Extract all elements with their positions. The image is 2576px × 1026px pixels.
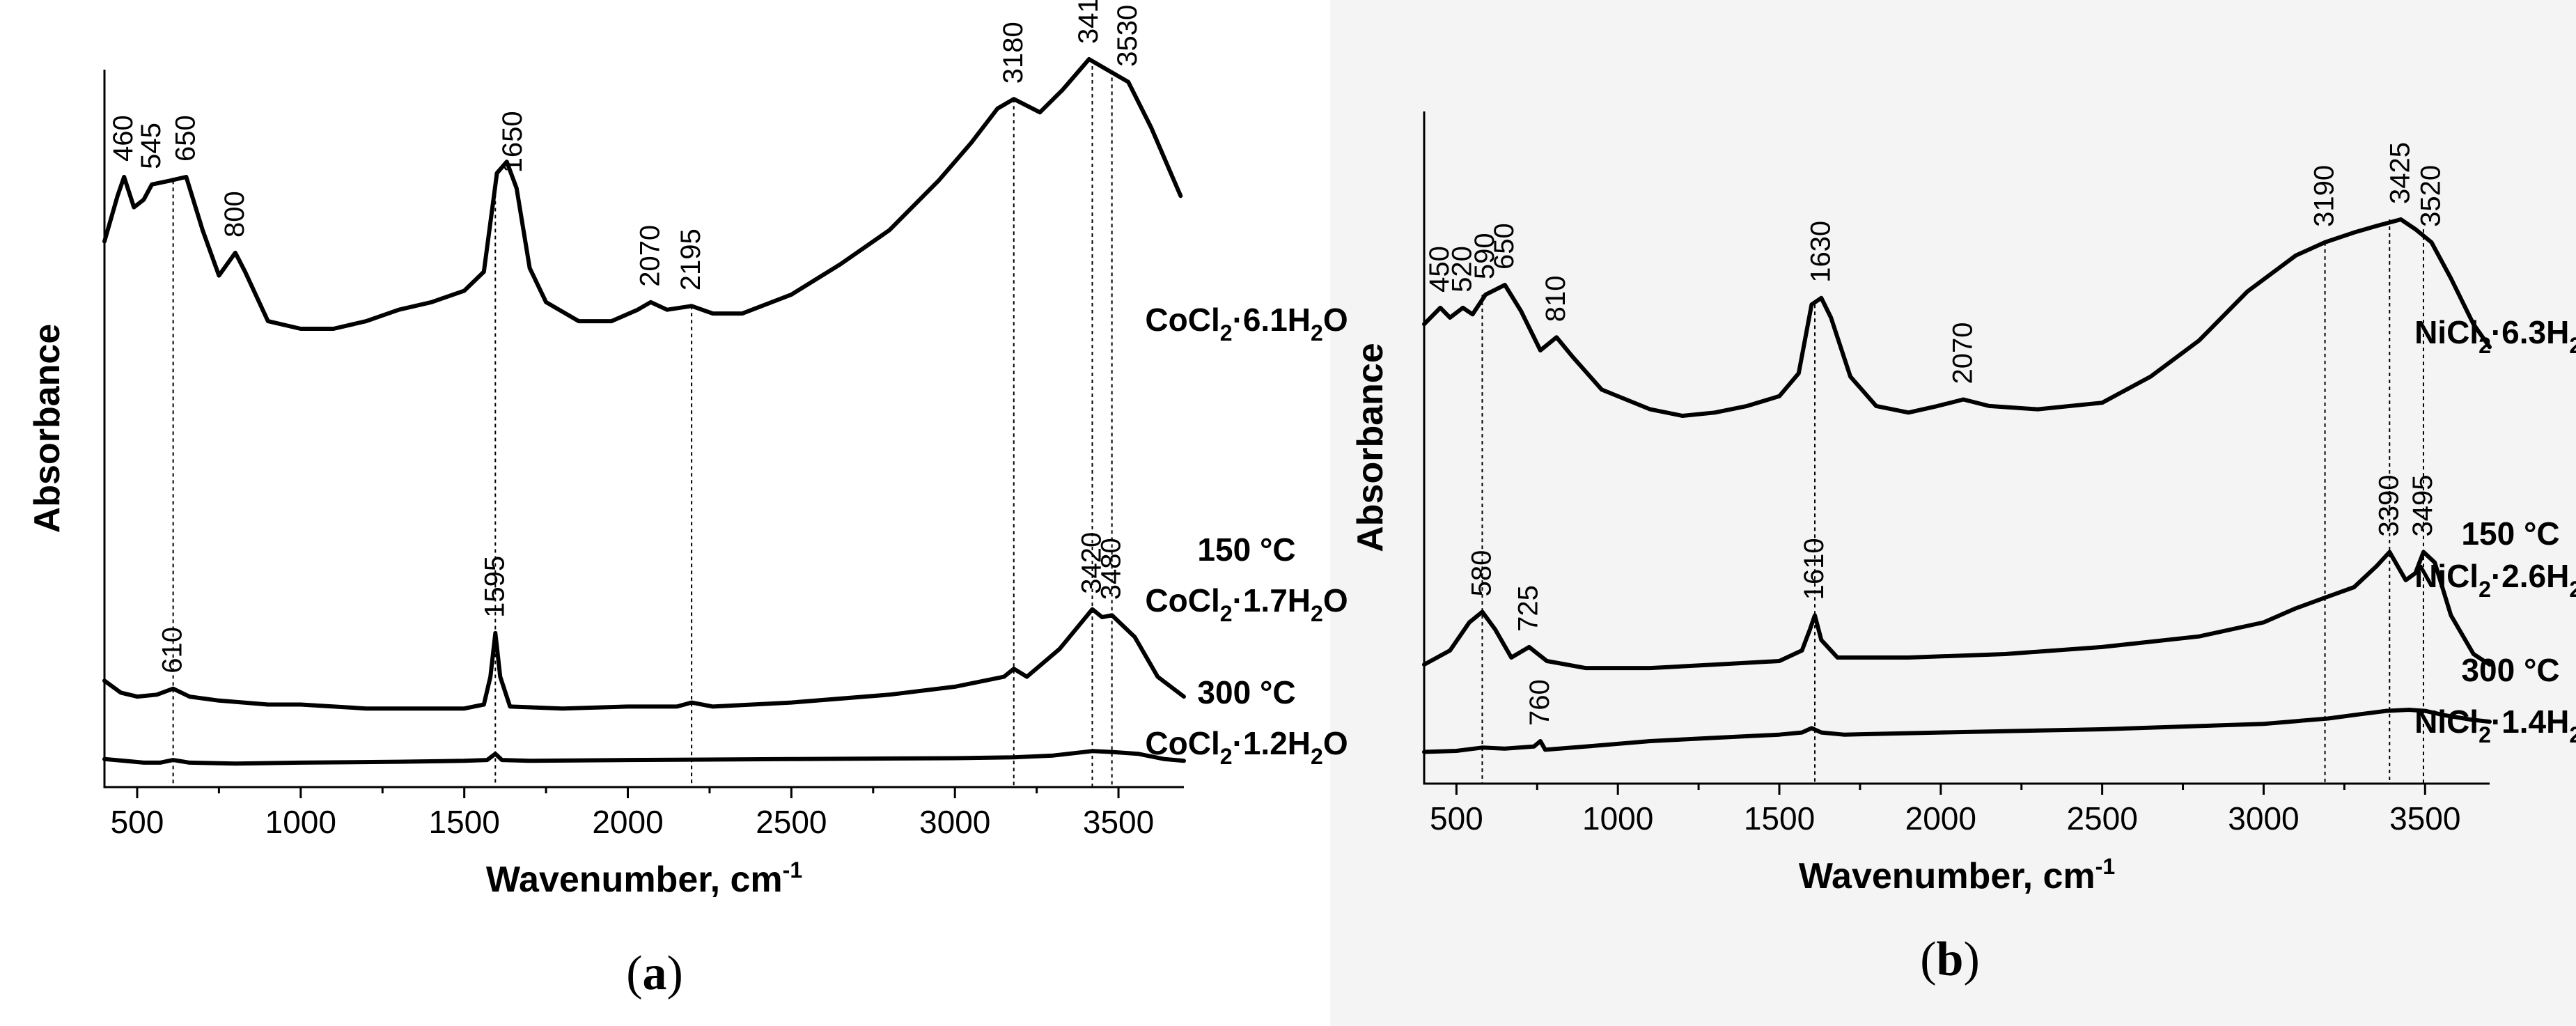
- chartb-peak-label: 3190: [2309, 165, 2340, 227]
- charta-series-label-3: CoCl2·1.2H2O: [1145, 725, 1348, 769]
- charta-x-axis-label: Wavenumber, cm-1: [486, 857, 802, 900]
- charta-peak-label: 610: [157, 627, 188, 674]
- charta-panel-label: (a): [626, 947, 683, 1000]
- chartb-peak-label: 2070: [1947, 322, 1978, 384]
- chartb-peak-label: 1610: [1799, 538, 1829, 600]
- charta-axis-frame: [103, 70, 1184, 788]
- chartb-x-tick-label: 1500: [1744, 800, 1815, 837]
- charta-x-tick-label: 500: [111, 804, 164, 840]
- chartb-x-tick-label: 1000: [1582, 800, 1653, 837]
- charta-series-label-2: CoCl2·1.7H2O: [1145, 582, 1348, 626]
- chartb-series-label-3: 300 °C: [2461, 652, 2559, 688]
- chartb-x-axis-label: Wavenumber, cm-1: [1799, 854, 2115, 896]
- chartb-series-line-3: [1422, 708, 2492, 754]
- charta-peak-label: 1650: [497, 111, 528, 173]
- charta-series-label-2: 150 °C: [1197, 531, 1295, 568]
- charta-peak-label: 460: [108, 115, 139, 162]
- charta-y-axis-label: Absorbance: [27, 324, 68, 534]
- charta-peak-label: 2195: [676, 228, 706, 290]
- charta-peak-label: 2070: [634, 225, 665, 287]
- chartb-y-axis-label: Absorbance: [1350, 343, 1391, 552]
- panel-b-background: [1330, 0, 2576, 1026]
- charta-x-tick-label: 1000: [265, 804, 336, 840]
- charta-peak-label: 545: [136, 123, 166, 169]
- charta-peak-label: 1595: [479, 556, 510, 618]
- chartb-axis-frame: [1423, 111, 2490, 785]
- chartb-peak-label: 3425: [2385, 142, 2416, 204]
- charta-peak-label: 3420: [1076, 532, 1107, 594]
- chartb-peak-label: 520: [1447, 246, 1478, 293]
- chartb-panel-label: (b): [1920, 933, 1980, 986]
- chartb-peak-label: 3520: [2416, 165, 2446, 227]
- charta-series-line-3: [102, 749, 1186, 766]
- chartb-peak-label: 725: [1513, 585, 1544, 632]
- chartb-x-tick-label: 3500: [2389, 800, 2460, 837]
- charta-x-tick-label: 1500: [428, 804, 499, 840]
- charta-peak-label: 3530: [1112, 5, 1143, 67]
- chartb-series-label-2: 150 °C: [2461, 515, 2559, 552]
- chartb-x-tick-label: 3000: [2228, 800, 2299, 837]
- charta-series-line-2: [102, 607, 1186, 711]
- charta-x-tick-label: 2500: [756, 804, 827, 840]
- chartb-x-tick-label: 500: [1430, 800, 1483, 837]
- charta-series-label-3: 300 °C: [1197, 674, 1295, 710]
- charta-peak-label: 650: [170, 115, 201, 162]
- chart-a: 500 1000 1500 2000 2500 3000 3500 Wavenumber, c…: [27, 0, 1348, 1000]
- charta-x-tick-label: 3500: [1083, 804, 1154, 840]
- chartb-x-tick-label: 2000: [1905, 800, 1976, 837]
- chartb-peak-label: 3390: [2373, 475, 2404, 537]
- charta-peak-label: 3180: [998, 22, 1029, 84]
- charta-peak-label: 800: [219, 191, 250, 238]
- charta-series-line-1: [102, 57, 1183, 331]
- chartb-series-label-3: NiCl2·1.4H2O: [2414, 704, 2576, 747]
- charta-x-tick-label: 2000: [592, 804, 663, 840]
- chartb-x-tick-label: 2500: [2066, 800, 2137, 837]
- charta-series-label-1: CoCl2·6.1H2O: [1145, 302, 1348, 345]
- chartb-peak-label: 650: [1489, 223, 1520, 270]
- charta-x-tick-label: 3000: [919, 804, 990, 840]
- chartb-series-line-1: [1422, 217, 2492, 418]
- chart-b: 500 1000 1500 2000 2500 3000 3500 Wavenumber, c…: [1350, 111, 2576, 986]
- chartb-peak-label: 3495: [2407, 475, 2438, 537]
- charta-peak-label: 3410: [1073, 0, 1104, 44]
- chartb-peak-label: 590: [1469, 233, 1500, 279]
- chartb-peak-label: 580: [1466, 550, 1497, 597]
- chartb-series-label-2: NiCl2·2.6H2O: [2414, 558, 2576, 602]
- chartb-peak-label: 1630: [1805, 221, 1836, 283]
- chartb-series-label-1: NiCl2·6.3H2O: [2414, 314, 2576, 358]
- chartb-series-line-2: [1422, 550, 2492, 671]
- chartb-peak-label: 810: [1540, 275, 1571, 322]
- charta-peak-label: 3480: [1096, 538, 1127, 600]
- chartb-peak-label: 450: [1424, 246, 1455, 293]
- chartb-peak-label: 760: [1524, 679, 1555, 726]
